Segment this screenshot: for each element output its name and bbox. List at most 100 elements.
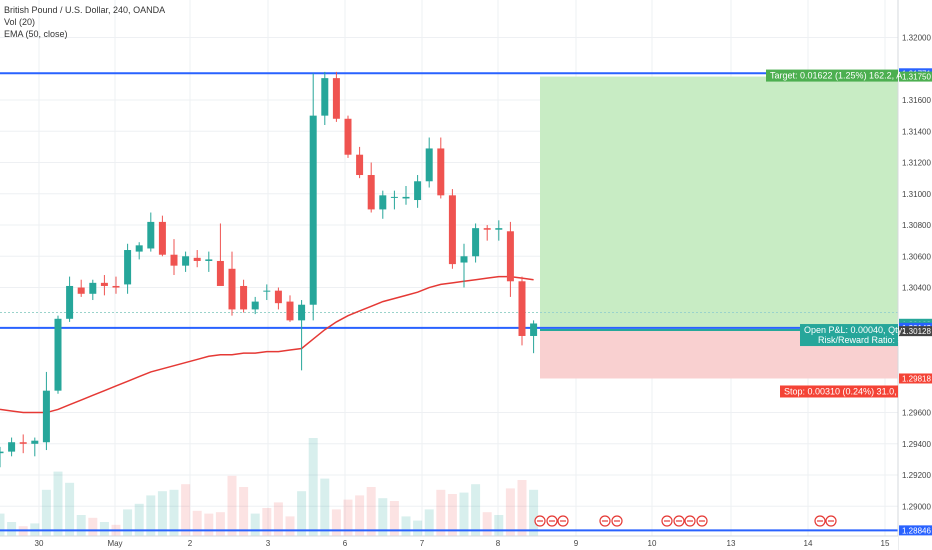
price-tick-label: 1.30600 — [902, 252, 931, 261]
candle — [472, 223, 480, 263]
candle-body — [298, 304, 306, 321]
volume-bar — [297, 491, 307, 536]
symbol-title[interactable]: British Pound / U.S. Dollar, 240, OANDA — [4, 5, 166, 15]
vol-indicator-label[interactable]: Vol (20) — [4, 17, 36, 27]
time-tick-label: 13 — [727, 539, 736, 548]
stop-label-bg — [780, 385, 898, 398]
candle-body — [309, 115, 317, 305]
candle — [112, 276, 120, 294]
time-axis[interactable]: 30 May 2 3 6 7 8 9 10 13 14 15 — [0, 535, 898, 550]
time-tick-label: May — [107, 539, 122, 548]
volume-bar — [389, 501, 399, 536]
candle — [437, 137, 445, 199]
candle-body — [263, 290, 271, 292]
volume-bar — [424, 509, 434, 536]
candle-body — [112, 285, 120, 288]
price-tick-label: 1.31400 — [902, 127, 931, 136]
volume-bar — [447, 494, 457, 536]
candle — [530, 320, 538, 354]
candle-body — [182, 256, 190, 266]
time-axis-bg — [0, 536, 898, 550]
time-tick-label: 8 — [496, 539, 501, 548]
candle-body — [425, 148, 433, 182]
volume-bar — [169, 489, 179, 536]
price-tick-label: 1.29000 — [902, 502, 931, 511]
candle-body — [286, 301, 294, 321]
economic-events[interactable] — [534, 515, 837, 527]
candles — [0, 71, 538, 468]
candle — [425, 137, 433, 188]
candle-body — [402, 196, 410, 199]
candle — [240, 279, 248, 313]
candle — [158, 215, 166, 257]
volume-bar — [7, 522, 17, 536]
volume-bar — [76, 515, 86, 536]
candle — [356, 146, 364, 179]
candle-body — [518, 281, 526, 336]
candle-body — [193, 257, 201, 261]
price-tick-label: 1.29200 — [902, 471, 931, 480]
volume-bar — [123, 509, 133, 536]
volume-bar — [355, 495, 365, 536]
volume-bar — [273, 502, 283, 536]
target-label-bg — [766, 69, 898, 82]
volume-bar — [401, 516, 411, 536]
price-tag — [899, 525, 932, 536]
candle — [124, 243, 132, 294]
volume-bar — [459, 492, 469, 536]
candle — [182, 251, 190, 272]
ema-line — [0, 275, 534, 414]
volume-bar — [529, 489, 539, 536]
time-tick-label: 3 — [266, 539, 271, 548]
candle-body — [414, 181, 422, 201]
candle — [298, 300, 306, 371]
horizontal-lines[interactable] — [0, 72, 898, 532]
volume-bar — [331, 509, 341, 536]
candle — [332, 71, 340, 122]
price-tag-label: 1.31750 — [902, 73, 931, 82]
price-tag — [899, 373, 932, 384]
price-tick-label: 1.31200 — [902, 159, 931, 168]
volume-bar — [53, 471, 63, 536]
candle-body — [240, 285, 248, 310]
candle-body — [437, 148, 445, 196]
price-tick-label: 1.31600 — [902, 96, 931, 105]
volume-bar — [181, 484, 191, 536]
price-tick-label: 1.30400 — [902, 284, 931, 293]
candle — [460, 243, 468, 288]
volume-bar — [157, 491, 167, 536]
position-zones — [540, 76, 898, 379]
candle-body — [321, 78, 329, 116]
candle-body — [158, 221, 166, 255]
candle — [42, 371, 50, 451]
volume-bar — [134, 503, 144, 536]
candle — [309, 73, 317, 321]
ema-indicator-label[interactable]: EMA (50, close) — [4, 29, 68, 39]
candle — [77, 279, 85, 297]
candle — [0, 446, 4, 468]
pnl-label-bg — [800, 324, 898, 347]
candle-body — [344, 118, 352, 155]
volume-bar — [227, 475, 237, 536]
candle-body — [77, 287, 85, 294]
candle — [414, 175, 422, 208]
candle-body — [19, 442, 27, 444]
price-axis[interactable]: 1.32000 1.31600 1.31400 1.31200 1.31000 1.308… — [897, 0, 932, 550]
price-tag-label: 1.29818 — [902, 374, 931, 383]
candle-body — [54, 318, 62, 391]
candle — [506, 221, 514, 297]
candle — [216, 223, 224, 286]
candle-body — [460, 256, 468, 263]
candle — [518, 276, 526, 346]
candle-body — [448, 195, 456, 265]
candle — [205, 251, 213, 272]
candle — [100, 275, 108, 296]
candle — [170, 239, 178, 276]
time-tick-label: 9 — [574, 539, 579, 548]
volume-bar — [41, 489, 51, 536]
price-tag — [899, 71, 932, 82]
volume-bar — [413, 520, 423, 536]
time-tick-label: 6 — [343, 539, 348, 548]
volume-bar — [192, 510, 202, 536]
